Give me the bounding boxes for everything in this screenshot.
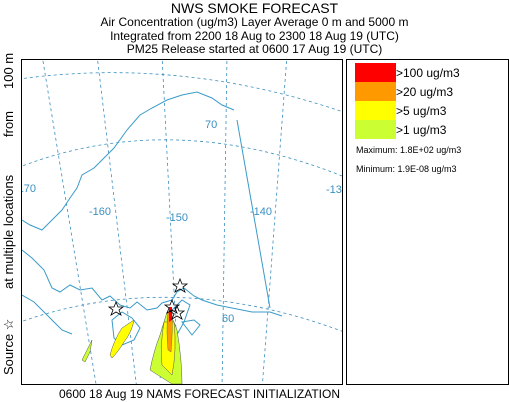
lon-label-170: -170 [22, 183, 36, 195]
kodiak-coast [111, 311, 141, 346]
latitude-line-high [22, 72, 342, 113]
legend-item-1: >1 ug/m3 [355, 120, 505, 139]
latitude-line-70 [22, 139, 342, 177]
forecast-footer: 0600 18 Aug 19 NAMS FORECAST INITIALIZAT… [59, 387, 340, 401]
longitude-line-140 [221, 60, 228, 384]
legend-swatch-1 [355, 120, 396, 139]
lon-label-150: -150 [166, 212, 188, 224]
lon-label-160: -160 [89, 206, 111, 218]
legend-panel: >100 ug/m3 >20 ug/m3 >5 ug/m3 >1 ug/m3 M… [346, 59, 509, 385]
alaska-peninsula-coast [22, 294, 73, 335]
legend-maximum: Maximum: 1.8E+02 ug/m3 [356, 145, 462, 155]
legend-swatch-20 [355, 82, 396, 101]
map-canvas: -170 -160 -150 -140 -130 70 60 [22, 60, 342, 384]
source-star [171, 277, 189, 293]
legend-item-5: >5 ug/m3 [355, 101, 505, 120]
lon-label-130: -130 [326, 184, 342, 196]
release-info: PM25 Release started at 0600 17 Aug 19 (… [126, 42, 383, 56]
source-star [168, 304, 186, 320]
legend-label-20: >20 ug/m3 [396, 85, 454, 99]
smoke-map[interactable]: -170 -160 -150 -140 -130 70 60 [21, 59, 343, 385]
alaska-south-coast [22, 249, 283, 317]
plume-west [109, 319, 135, 359]
alaska-north-coast [22, 91, 235, 231]
legend-item-20: >20 ug/m3 [355, 82, 505, 101]
source-star [107, 300, 125, 316]
lat-label-60: 60 [222, 313, 234, 325]
latitude-line-60 [22, 296, 342, 332]
concentration-subtitle: Air Concentration (ug/m3) Layer Average … [100, 15, 409, 29]
legend-label-1: >1 ug/m3 [396, 123, 447, 137]
legend-swatch-5 [355, 101, 396, 120]
longitude-line-130 [262, 60, 288, 384]
longitude-line-150 [161, 60, 180, 384]
plume-small [81, 339, 93, 363]
source-star [163, 298, 181, 314]
source-markers [107, 277, 189, 320]
source-label: Source ☆ [1, 318, 16, 375]
lon-label-140: -140 [250, 206, 272, 218]
plume-over-20 [166, 311, 173, 353]
legend-label-100: >100 ug/m3 [396, 66, 460, 80]
coastline [22, 91, 283, 379]
legend-swatch-100 [355, 63, 396, 82]
legend-minimum: Minimum: 1.9E-08 ug/m3 [356, 164, 457, 174]
forecast-title: NWS SMOKE FORECAST [170, 0, 339, 16]
us-canada-border [236, 119, 271, 309]
legend-item-100: >100 ug/m3 [355, 63, 505, 82]
longitude-line-170 [42, 60, 97, 384]
lat-label-70: 70 [205, 119, 217, 131]
locations-label: at multiple locations [1, 174, 16, 289]
smoke-plumes [81, 307, 183, 384]
height-label: 100 m [1, 52, 16, 89]
plume-over-100 [169, 307, 172, 322]
integration-period: Integrated from 2200 18 Aug to 2300 18 A… [110, 29, 399, 43]
longitude-line-160 [97, 60, 137, 384]
island-coast [181, 319, 201, 336]
source-side-label: Source ☆ at multiple locations from 100 … [0, 0, 20, 389]
graticule [22, 60, 342, 384]
from-label: from [1, 111, 16, 137]
legend-label-5: >5 ug/m3 [396, 104, 447, 118]
